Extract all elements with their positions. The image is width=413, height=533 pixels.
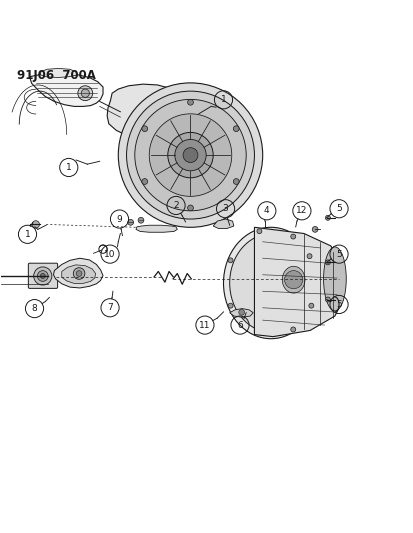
Circle shape	[118, 83, 262, 227]
Circle shape	[306, 254, 311, 259]
Text: 12: 12	[295, 206, 307, 215]
Circle shape	[183, 148, 197, 163]
Circle shape	[308, 303, 313, 308]
Circle shape	[135, 99, 246, 211]
Ellipse shape	[323, 247, 345, 311]
Circle shape	[325, 260, 330, 265]
Polygon shape	[254, 227, 344, 337]
Circle shape	[37, 271, 48, 281]
Circle shape	[167, 132, 213, 178]
Polygon shape	[62, 265, 95, 284]
Polygon shape	[213, 219, 233, 229]
Circle shape	[256, 229, 261, 233]
Circle shape	[325, 215, 330, 220]
Polygon shape	[29, 74, 103, 107]
Circle shape	[187, 99, 193, 105]
Circle shape	[238, 310, 244, 315]
Text: 6: 6	[237, 320, 242, 329]
Text: 1: 1	[25, 230, 30, 239]
Text: 2: 2	[173, 201, 178, 210]
Circle shape	[32, 221, 39, 228]
Circle shape	[187, 205, 193, 211]
Polygon shape	[136, 225, 177, 232]
Circle shape	[126, 91, 254, 219]
Polygon shape	[107, 84, 193, 140]
Circle shape	[290, 234, 295, 239]
Circle shape	[228, 303, 233, 308]
Circle shape	[233, 179, 239, 184]
Polygon shape	[53, 259, 103, 288]
Circle shape	[76, 271, 82, 277]
Text: 7: 7	[107, 303, 113, 312]
FancyBboxPatch shape	[28, 263, 57, 288]
Polygon shape	[229, 309, 253, 317]
Text: 11: 11	[199, 320, 210, 329]
Text: 5: 5	[335, 249, 341, 259]
Ellipse shape	[229, 234, 311, 332]
Circle shape	[149, 114, 231, 196]
Circle shape	[284, 271, 302, 289]
Circle shape	[128, 220, 133, 225]
Text: 1: 1	[66, 163, 71, 172]
Circle shape	[142, 126, 147, 132]
Circle shape	[325, 297, 330, 302]
Text: 9: 9	[116, 215, 122, 223]
Ellipse shape	[282, 266, 304, 293]
Text: 4: 4	[263, 206, 269, 215]
Circle shape	[142, 179, 147, 184]
Circle shape	[311, 227, 317, 232]
Text: 8: 8	[31, 304, 37, 313]
Ellipse shape	[223, 227, 318, 338]
Circle shape	[33, 267, 52, 285]
Circle shape	[228, 258, 233, 263]
Circle shape	[78, 86, 93, 101]
Text: 91J06  700A: 91J06 700A	[17, 69, 96, 82]
Text: 10: 10	[104, 249, 116, 259]
Text: 1: 1	[220, 95, 226, 104]
Text: 5: 5	[335, 300, 341, 309]
Circle shape	[73, 268, 85, 279]
Circle shape	[174, 140, 206, 171]
Text: 5: 5	[335, 204, 341, 213]
Circle shape	[138, 217, 144, 223]
Text: 3: 3	[222, 204, 228, 213]
Circle shape	[40, 273, 45, 278]
Circle shape	[81, 89, 89, 98]
Circle shape	[290, 327, 295, 332]
Circle shape	[233, 126, 239, 132]
Polygon shape	[40, 68, 77, 77]
